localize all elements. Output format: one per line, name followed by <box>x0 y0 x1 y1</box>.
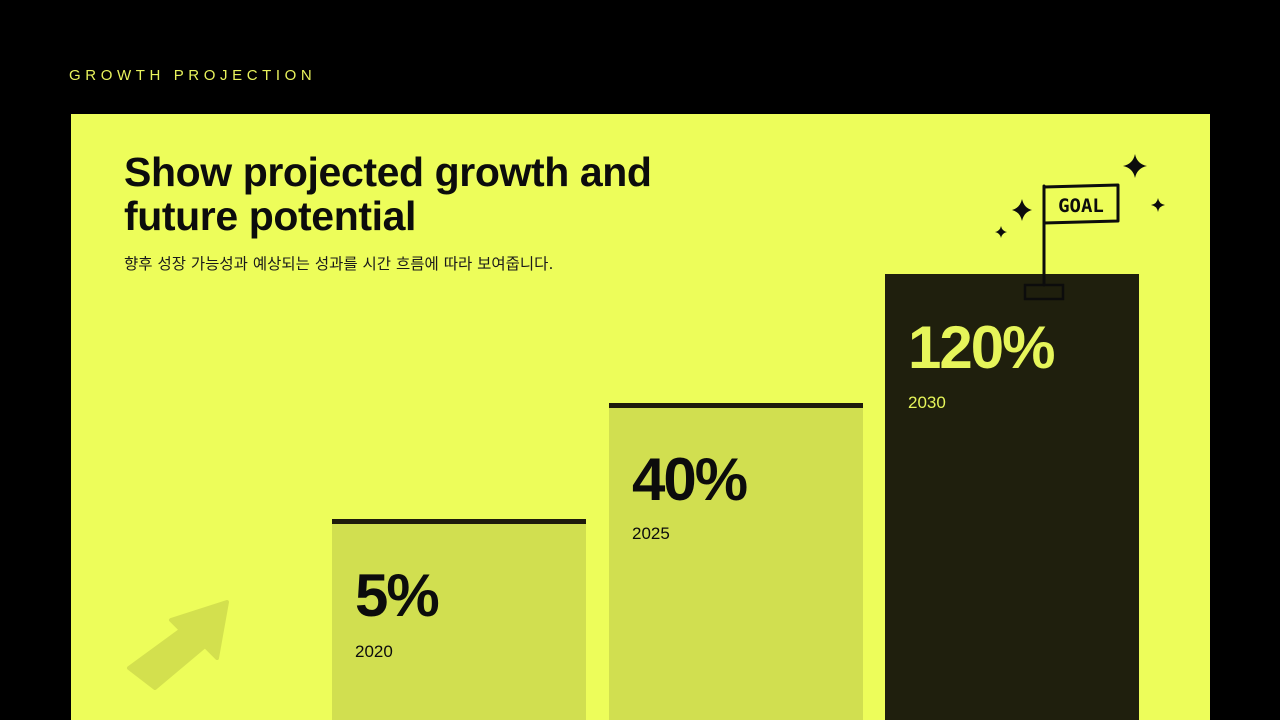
sparkle-icon <box>1012 199 1032 221</box>
arrow-icon <box>127 600 229 690</box>
headline: Show projected growth and future potenti… <box>124 149 652 239</box>
sparkle-icon <box>1151 198 1165 212</box>
sparkle-icon <box>1123 154 1147 178</box>
bar-2025: 40% 2025 <box>609 403 863 720</box>
goal-flag-label: GOAL <box>1058 195 1104 217</box>
bar-value-2025: 40% <box>632 446 748 513</box>
bar-2030: 120% 2030 <box>885 274 1139 720</box>
bar-2020: 5% 2020 <box>332 519 586 720</box>
bar-value-2030: 120% <box>908 314 1055 381</box>
bar-year-2025: 2025 <box>632 524 670 543</box>
growth-panel: Show projected growth and future potenti… <box>71 114 1210 720</box>
bar-year-2020: 2020 <box>355 642 393 661</box>
bar-value-2020: 5% <box>355 562 440 629</box>
sparkle-icon <box>995 226 1007 238</box>
bar-year-2030: 2030 <box>908 393 946 412</box>
subheadline: 향후 성장 가능성과 예상되는 성과를 시간 흐름에 따라 보여줍니다. <box>124 255 554 273</box>
goal-flag-icon: GOAL <box>995 154 1165 301</box>
section-eyebrow: GROWTH PROJECTION <box>69 67 317 84</box>
